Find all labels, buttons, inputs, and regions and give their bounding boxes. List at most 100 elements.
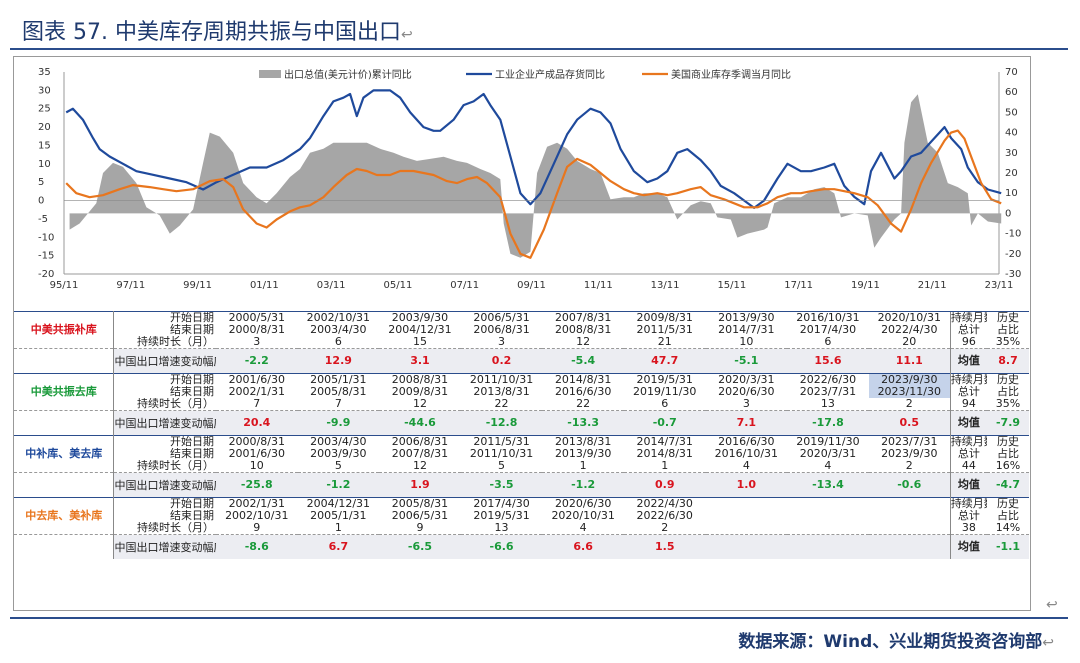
section-label: 中美共振去库 bbox=[14, 373, 115, 411]
date-cell: 2000/5/31 bbox=[215, 311, 298, 324]
change-value: -5.1 bbox=[705, 348, 788, 374]
date-cell: 13 bbox=[820, 398, 835, 410]
change-value: 6.6 bbox=[542, 534, 624, 559]
change-value: 0.5 bbox=[868, 410, 951, 436]
date-cell: 4 bbox=[824, 460, 832, 472]
y-right-tick: 50 bbox=[1005, 107, 1018, 118]
date-cell: 2023/9/30 bbox=[881, 448, 938, 460]
date-cell: 2 bbox=[661, 522, 669, 534]
table-row: 持续时长（月） 10 5 12 5 1 1 4 4 2 44 16% bbox=[14, 460, 1029, 473]
summary-total: 44 bbox=[949, 460, 988, 473]
change-value: 12.9 bbox=[297, 348, 380, 374]
change-value: -0.7 bbox=[623, 410, 706, 436]
date-cell: 2020/6/30 bbox=[718, 386, 775, 398]
date-cell: 22 bbox=[576, 398, 591, 410]
date-cell: 4 bbox=[742, 460, 750, 472]
legend-swatch bbox=[259, 70, 281, 78]
row-label: 结束日期 bbox=[169, 324, 214, 336]
change-value: -8.6 bbox=[215, 534, 298, 559]
date-cell: 3 bbox=[498, 336, 506, 348]
date-cell: 12 bbox=[412, 398, 427, 410]
date-cell: 2006/5/31 bbox=[460, 311, 543, 324]
date-cell: 9 bbox=[253, 522, 261, 534]
date-cell bbox=[869, 522, 951, 535]
date-cell: 10 bbox=[249, 460, 264, 472]
date-cell: 13 bbox=[494, 522, 509, 534]
date-cell: 2005/1/31 bbox=[297, 373, 380, 386]
date-cell: 2005/8/31 bbox=[379, 497, 461, 510]
row-label: 中国出口增速变动幅度（%） bbox=[113, 410, 216, 436]
series-china-inventory-line bbox=[65, 89, 1002, 209]
section-label-spacer bbox=[14, 410, 115, 436]
date-cell bbox=[869, 510, 951, 522]
date-cell: 10 bbox=[739, 336, 754, 348]
date-cell: 2016/6/30 bbox=[554, 386, 612, 398]
date-cell bbox=[706, 510, 788, 522]
change-value bbox=[868, 534, 951, 559]
x-tick: 09/11 bbox=[517, 280, 546, 291]
date-cell: 2017/4/30 bbox=[799, 324, 857, 336]
date-cell: 2016/10/31 bbox=[714, 448, 779, 460]
change-value: -44.6 bbox=[379, 410, 461, 436]
date-cell: 2011/10/31 bbox=[460, 373, 543, 386]
summary-label: 均值 bbox=[949, 472, 988, 498]
row-label: 开始日期 bbox=[113, 311, 216, 324]
summary-ratio: 16% bbox=[995, 460, 1021, 472]
x-tick: 99/11 bbox=[183, 280, 212, 291]
y-right-tick: 70 bbox=[1005, 67, 1018, 78]
date-cell: 2005/8/31 bbox=[310, 386, 367, 398]
table-row: 中去库、美补库 开始日期 2002/1/31 2004/12/31 2005/8/31 2… bbox=[14, 497, 1029, 535]
summary-label: 历史 bbox=[987, 311, 1029, 324]
date-cell: 2005/1/31 bbox=[310, 510, 367, 522]
change-value: 1.9 bbox=[379, 472, 461, 498]
date-cell: 5 bbox=[498, 460, 506, 472]
date-cell: 22 bbox=[494, 398, 509, 410]
figure-frame bbox=[13, 56, 1031, 611]
date-cell bbox=[705, 497, 788, 510]
title-rule bbox=[10, 48, 1068, 50]
summary-average: -1.1 bbox=[987, 534, 1029, 559]
date-cell: 2001/6/30 bbox=[215, 373, 298, 386]
change-value: 11.1 bbox=[868, 348, 951, 374]
date-cell: 1 bbox=[334, 522, 342, 534]
table-row: 持续时长（月） 9 1 9 13 4 2 38 14% bbox=[14, 522, 1029, 535]
summary-label: 持续月数 bbox=[949, 435, 988, 448]
change-value: -5.4 bbox=[542, 348, 624, 374]
change-value: 1.0 bbox=[705, 472, 788, 498]
date-cell: 21 bbox=[657, 336, 672, 348]
change-value: -2.2 bbox=[215, 348, 298, 374]
summary-label: 均值 bbox=[949, 348, 988, 374]
row-label: 中国出口增速变动幅度（%） bbox=[113, 348, 216, 374]
x-tick: 01/11 bbox=[250, 280, 279, 291]
legend-label: 美国商业库存季调当月同比 bbox=[671, 68, 791, 81]
legend-label: 出口总值(美元计价)累计同比 bbox=[284, 68, 412, 81]
x-tick: 97/11 bbox=[116, 280, 145, 291]
y-left-tick: 10 bbox=[38, 159, 51, 170]
date-cell: 2008/8/31 bbox=[379, 373, 461, 386]
return-mark-icon: ↩ bbox=[400, 27, 413, 43]
summary-label: 总计 bbox=[949, 448, 988, 460]
date-cell: 2000/8/31 bbox=[215, 435, 298, 448]
date-cell: 2 bbox=[905, 398, 913, 410]
section-label: 中补库、美去库 bbox=[14, 435, 115, 473]
change-value: -17.8 bbox=[787, 410, 869, 436]
row-label: 结束日期 bbox=[169, 386, 214, 398]
change-value: 20.4 bbox=[215, 410, 298, 436]
date-cell: 2006/5/31 bbox=[391, 510, 449, 522]
date-cell: 2020/3/31 bbox=[799, 448, 857, 460]
change-value: -6.5 bbox=[379, 534, 461, 559]
change-value bbox=[705, 534, 788, 559]
summary-label: 占比 bbox=[997, 324, 1020, 336]
summary-total: 94 bbox=[949, 398, 988, 411]
date-cell: 2013/8/31 bbox=[473, 386, 530, 398]
summary-label: 总计 bbox=[949, 386, 988, 398]
date-cell: 2019/11/30 bbox=[633, 386, 697, 398]
date-cell: 2013/9/30 bbox=[554, 448, 612, 460]
y-left-tick: 20 bbox=[38, 122, 51, 133]
summary-label: 占比 bbox=[997, 510, 1020, 522]
section-label-spacer bbox=[14, 348, 115, 374]
date-cell: 12 bbox=[412, 460, 427, 472]
date-cell: 2011/10/31 bbox=[469, 448, 534, 460]
row-label: 持续时长（月） bbox=[136, 398, 214, 410]
date-cell: 2022/6/30 bbox=[636, 510, 693, 522]
